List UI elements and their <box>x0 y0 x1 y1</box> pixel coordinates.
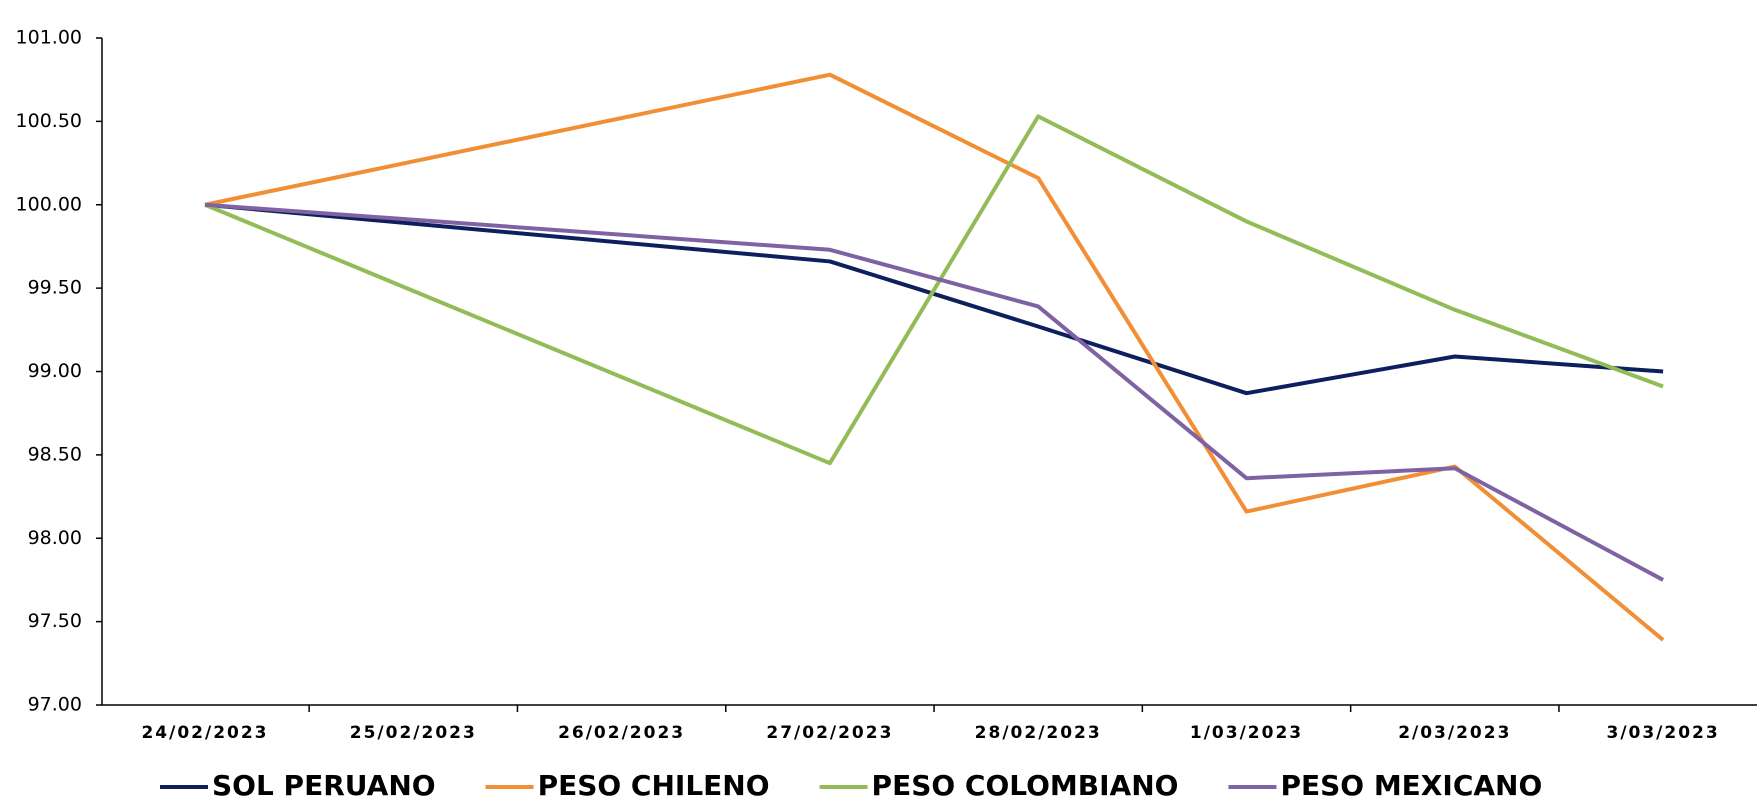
legend-label: PESO COLOMBIANO <box>872 769 1179 802</box>
x-tick-label: 28/02/2023 <box>975 723 1102 743</box>
legend-label: PESO MEXICANO <box>1280 769 1542 802</box>
y-tick-label: 97.50 <box>28 610 82 632</box>
x-tick-label: 1/03/2023 <box>1190 723 1303 743</box>
legend-label: SOL PERUANO <box>212 769 436 802</box>
series-line <box>204 202 1664 396</box>
y-tick-label: 98.00 <box>28 527 82 549</box>
y-tick-label: 100.50 <box>16 110 82 132</box>
y-tick-label: 97.00 <box>28 694 82 716</box>
y-tick-label: 101.00 <box>16 27 82 49</box>
x-tick-label: 26/02/2023 <box>558 723 685 743</box>
x-tick-label: 27/02/2023 <box>766 723 893 743</box>
y-tick-label: 99.50 <box>28 277 82 299</box>
x-tick-label: 25/02/2023 <box>350 723 477 743</box>
x-tick-label: 2/03/2023 <box>1398 723 1511 743</box>
y-tick-label: 98.50 <box>28 443 82 465</box>
series-line <box>204 202 1665 582</box>
x-tick-label: 24/02/2023 <box>141 723 268 743</box>
y-tick-label: 100.00 <box>16 193 82 215</box>
legend-label: PESO CHILENO <box>538 769 770 802</box>
series-line <box>204 114 1664 466</box>
x-tick-label: 3/03/2023 <box>1606 723 1719 743</box>
series-line <box>204 72 1665 642</box>
y-tick-label: 99.00 <box>28 360 82 382</box>
